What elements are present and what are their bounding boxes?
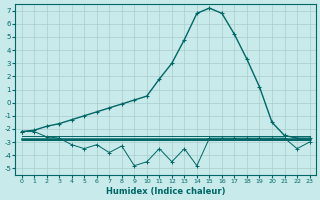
- X-axis label: Humidex (Indice chaleur): Humidex (Indice chaleur): [106, 187, 225, 196]
